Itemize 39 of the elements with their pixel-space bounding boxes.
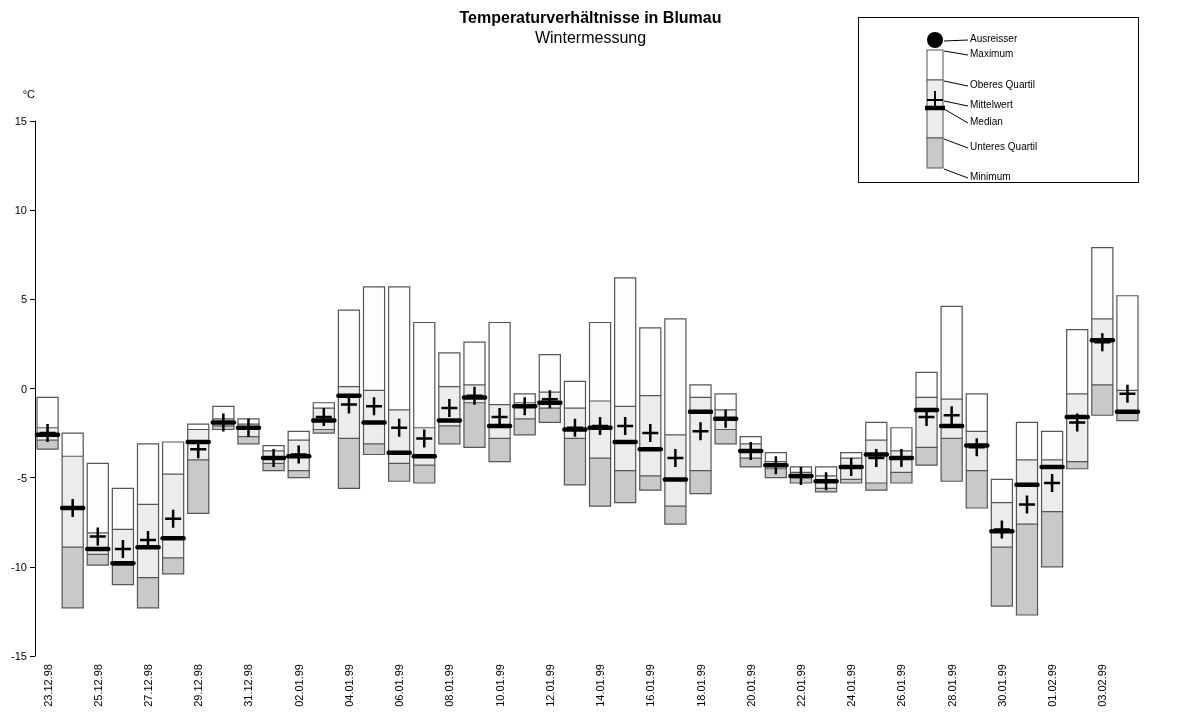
text: Maximum bbox=[970, 47, 1014, 61]
x-tick-label: 23.12.98 bbox=[41, 664, 54, 707]
x-tick-label: 03.02.99 bbox=[1096, 664, 1109, 707]
x-tick-label: 26.01.99 bbox=[895, 664, 908, 707]
y-tick-label: 10 bbox=[14, 204, 27, 217]
x-tick-label: 01.02.99 bbox=[1046, 664, 1059, 707]
x-tick-label: 30.01.99 bbox=[995, 664, 1008, 707]
chart-subtitle: Wintermessung bbox=[534, 28, 647, 46]
y-tick-label: 15 bbox=[14, 115, 27, 127]
x-tick-label: 27.12.98 bbox=[142, 664, 155, 707]
text: Mittelwert bbox=[970, 98, 1013, 112]
x-tick-label: 02.01.99 bbox=[292, 664, 305, 707]
x-tick-label: 24.01.99 bbox=[845, 664, 858, 707]
annotation: Median bbox=[970, 115, 1003, 129]
text: Ausreisser bbox=[970, 32, 1018, 46]
y-tick-label: -10 bbox=[11, 560, 27, 573]
chart-title: Temperaturverhältnisse in Blumau bbox=[459, 8, 722, 26]
y-tick-label: 0 bbox=[20, 382, 27, 395]
annotation: Minimum bbox=[970, 170, 1011, 184]
y-tick-label: -5 bbox=[17, 471, 27, 484]
annotation: Unteres Quartil bbox=[970, 140, 1038, 154]
y-tick-label: -15 bbox=[11, 650, 27, 662]
x-tick-label: 14.01.99 bbox=[594, 664, 607, 707]
x-tick-label: 22.01.99 bbox=[794, 664, 807, 707]
x-tick-label: 08.01.99 bbox=[443, 664, 456, 707]
x-tick-label: 25.12.98 bbox=[91, 664, 104, 707]
x-tick-label: 06.01.99 bbox=[393, 664, 406, 707]
y-axis-title: °C bbox=[22, 87, 36, 100]
x-tick-label: 28.01.99 bbox=[945, 664, 958, 707]
x-tick-label: 12.01.99 bbox=[543, 664, 556, 707]
x-tick-label: 18.01.99 bbox=[694, 664, 707, 707]
x-tick-label: 16.01.99 bbox=[644, 664, 657, 707]
x-tick-label: 31.12.98 bbox=[242, 664, 255, 707]
x-tick-label: 29.12.98 bbox=[192, 664, 205, 707]
x-tick-label: 20.01.99 bbox=[744, 664, 757, 707]
x-tick-label: 04.01.99 bbox=[342, 664, 355, 707]
y-tick-label: 5 bbox=[20, 293, 27, 306]
x-tick-label: 10.01.99 bbox=[493, 664, 506, 707]
text: Oberes Quartil bbox=[970, 78, 1036, 92]
